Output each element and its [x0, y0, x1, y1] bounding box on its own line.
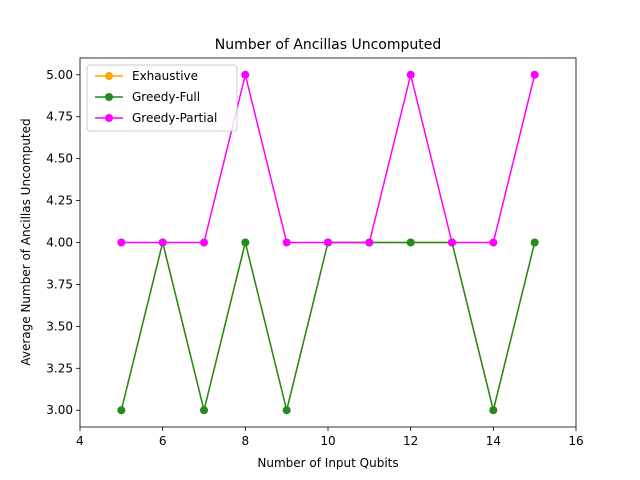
- data-point: [282, 238, 291, 247]
- x-axis-label: Number of Input Qubits: [257, 456, 398, 470]
- data-point: [241, 238, 250, 247]
- data-point: [117, 406, 126, 415]
- y-tick-label: 5.00: [46, 68, 73, 82]
- axes-frame: [79, 57, 577, 428]
- data-point: [200, 406, 208, 415]
- legend-label: Greedy-Partial: [132, 111, 217, 125]
- legend-label: Greedy-Full: [132, 90, 200, 104]
- x-tick-label: 4: [76, 434, 84, 448]
- data-point: [324, 238, 332, 247]
- data-point: [406, 238, 415, 247]
- data-point: [406, 70, 415, 79]
- x-tick-label: 6: [159, 434, 167, 448]
- x-tick-label: 16: [568, 434, 583, 448]
- data-point: [530, 70, 539, 79]
- x-tick-label: 14: [486, 434, 501, 448]
- y-tick-label: 3.00: [46, 403, 73, 417]
- x-tick-label: 12: [403, 434, 418, 448]
- data-point: [448, 238, 456, 247]
- y-axis-label: Average Number of Ancillas Uncomputed: [19, 118, 33, 365]
- y-tick-label: 4.00: [46, 236, 73, 250]
- legend-marker: [105, 93, 113, 101]
- plot-area: 4 6 8 10 12 14 16 3.00 3.25 3.50 3.75 4.00 4.25 4.50 4…: [46, 57, 584, 448]
- data-point: [117, 238, 126, 247]
- data-point: [489, 406, 498, 415]
- x-tick-label: 8: [242, 434, 250, 448]
- data-point: [530, 238, 539, 247]
- y-tick-label: 3.50: [46, 319, 73, 333]
- legend-box: [86, 64, 238, 132]
- y-tick-label: 4.50: [46, 152, 73, 166]
- data-point: [158, 238, 167, 247]
- chart-title: Number of Ancillas Uncomputed: [215, 37, 442, 53]
- y-tick-label: 3.25: [46, 361, 73, 375]
- legend-marker: [105, 72, 113, 80]
- data-point: [200, 238, 208, 247]
- data-point: [489, 238, 498, 247]
- legend-marker: [105, 114, 113, 122]
- y-tick-label: 3.75: [46, 277, 73, 291]
- y-tick-label: 4.75: [46, 110, 73, 124]
- data-point: [365, 238, 374, 247]
- x-tick-label: 10: [320, 434, 335, 448]
- data-point: [241, 70, 250, 79]
- legend-label: Exhaustive: [132, 69, 198, 83]
- data-point: [282, 406, 291, 415]
- y-tick-label: 4.25: [46, 194, 73, 208]
- legend: Exhaustive Greedy-Full Greedy-Partial: [86, 64, 238, 132]
